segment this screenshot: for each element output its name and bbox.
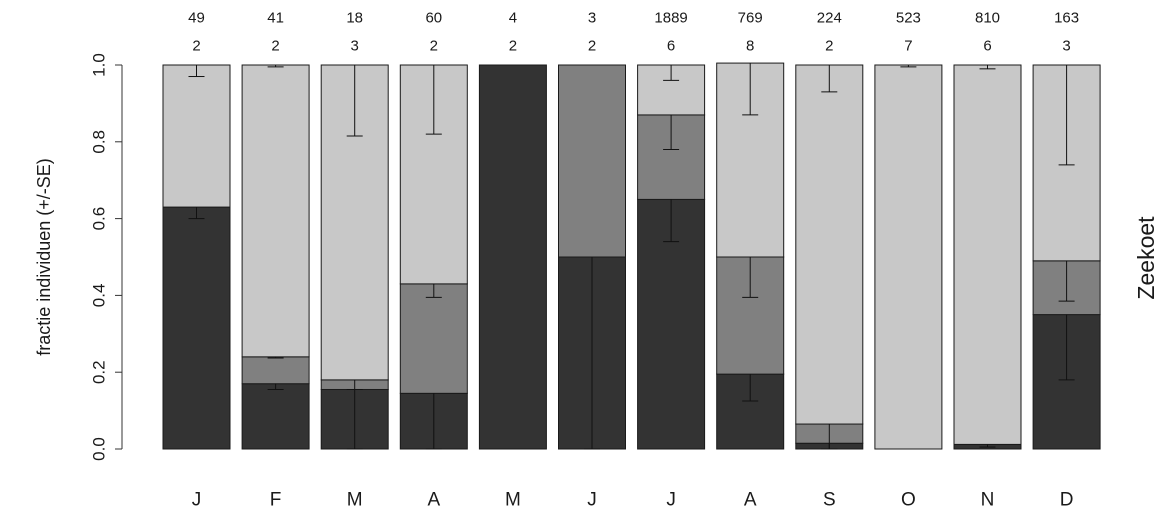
y-tick-label: 1.0 <box>90 53 109 77</box>
bar-segment <box>478 64 547 450</box>
bar-segment <box>874 64 943 450</box>
count-bottom-label: 2 <box>825 38 833 55</box>
count-top-label: 49 <box>188 10 205 27</box>
month-label: D <box>1060 490 1074 511</box>
month-label: S <box>823 490 836 511</box>
y-tick-label: 0.6 <box>90 207 109 231</box>
bar-segment <box>953 64 1022 445</box>
count-top-label: 163 <box>1054 10 1079 27</box>
count-bottom-label: 3 <box>351 38 359 55</box>
count-bottom-label: 2 <box>588 38 596 55</box>
month-label: A <box>427 490 440 511</box>
month-label: M <box>505 490 521 511</box>
month-label: N <box>981 490 995 511</box>
bar-segment <box>241 356 310 385</box>
count-bottom-label: 8 <box>746 38 754 55</box>
count-top-label: 523 <box>896 10 921 27</box>
count-top-label: 41 <box>267 10 284 27</box>
y-tick-label: 0.8 <box>90 130 109 154</box>
count-top-label: 224 <box>817 10 842 27</box>
count-top-label: 1889 <box>654 10 687 27</box>
y-axis-label: fractie individuen (+/-SE) <box>34 158 54 356</box>
count-bottom-label: 6 <box>667 38 675 55</box>
y-tick-label: 0.4 <box>90 284 109 308</box>
bar-segment <box>399 283 468 394</box>
count-bottom-label: 3 <box>1062 38 1070 55</box>
y-axis: 0.0 0.2 0.4 0.6 0.8 1.0 <box>90 53 123 461</box>
count-bottom-label: 2 <box>271 38 279 55</box>
bar-segment <box>241 383 310 450</box>
count-bottom-label: 6 <box>983 38 991 55</box>
month-label: A <box>744 490 757 511</box>
count-bottom-label: 2 <box>430 38 438 55</box>
y-tick-label: 0.0 <box>90 437 109 461</box>
count-labels: 49 2 41 2 18 3 60 2 4 2 3 2 1889 6 769 8 224 2 523 7 810 6 163… <box>188 10 1079 55</box>
count-bottom-label: 2 <box>192 38 200 55</box>
month-label: O <box>901 490 916 511</box>
month-label: J <box>587 490 597 511</box>
count-top-label: 4 <box>509 10 517 27</box>
month-label: J <box>192 490 202 511</box>
count-top-label: 3 <box>588 10 596 27</box>
count-bottom-label: 2 <box>509 38 517 55</box>
y-tick-label: 0.2 <box>90 360 109 384</box>
count-bottom-label: 7 <box>904 38 912 55</box>
bar-segment <box>162 64 231 208</box>
count-top-label: 60 <box>425 10 442 27</box>
bar-segment <box>162 206 231 450</box>
bars <box>162 62 1101 450</box>
month-label: M <box>347 490 363 511</box>
species-label: Zeekoet <box>1133 216 1159 300</box>
month-label: J <box>666 490 676 511</box>
bar-segment <box>558 64 626 258</box>
bar-segment <box>241 64 310 358</box>
bar-segment <box>795 64 864 425</box>
count-top-label: 18 <box>346 10 363 27</box>
count-top-label: 769 <box>738 10 763 27</box>
month-label: F <box>270 490 282 511</box>
count-top-label: 810 <box>975 10 1000 27</box>
